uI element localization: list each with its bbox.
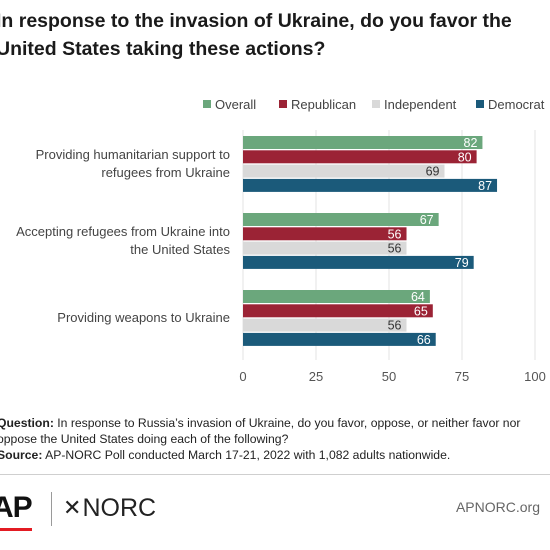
data-label: 79 xyxy=(455,256,469,270)
category-label: Providing humanitarian support to refugee… xyxy=(36,147,230,180)
data-label: 64 xyxy=(411,290,425,304)
norc-star-icon: ✕ xyxy=(63,495,82,520)
data-label: 80 xyxy=(458,150,472,164)
ap-logo-text: AP xyxy=(0,491,33,524)
logo-separator xyxy=(51,492,52,526)
question-text-1: In response to Russia’s invasion of Ukra… xyxy=(57,416,521,430)
legend-label: Independent xyxy=(384,97,457,112)
legend-swatch xyxy=(476,100,484,108)
bar-independent xyxy=(243,241,407,255)
chart-notes: Question: In response to Russia’s invasi… xyxy=(0,415,550,463)
bar-chart: Overall Republican Independent Democrat 828… xyxy=(16,97,546,384)
category-label-line: refugees from Ukraine xyxy=(101,165,230,180)
data-label: 65 xyxy=(414,304,428,318)
data-label: 56 xyxy=(388,319,402,333)
question-label: Question: xyxy=(0,416,54,430)
legend-label: Republican xyxy=(291,97,356,112)
x-tick-label: 25 xyxy=(309,369,323,384)
bar-republican xyxy=(243,150,477,164)
x-axis: 0 25 50 75 100 xyxy=(239,369,545,384)
legend-label: Overall xyxy=(215,97,256,112)
chart-title-line-2: United States taking these actions? xyxy=(0,38,326,60)
legend-swatch xyxy=(372,100,380,108)
bar-democrat xyxy=(243,332,436,346)
source-note: Source: AP-NORC Poll conducted March 17-… xyxy=(0,447,550,463)
category-label: Accepting refugees from Ukraine into the … xyxy=(16,224,230,257)
chart-title-line-1: In response to the invasion of Ukraine, … xyxy=(0,10,512,32)
data-label: 82 xyxy=(464,136,478,150)
norc-logo-text: NORC xyxy=(82,494,157,522)
question-note-line-1: Question: In response to Russia’s invasi… xyxy=(0,415,550,431)
question-note-line-2: oppose the United States doing each of t… xyxy=(0,432,289,446)
x-tick-label: 0 xyxy=(239,369,246,384)
data-label: 66 xyxy=(417,333,431,347)
x-tick-label: 50 xyxy=(382,369,396,384)
bar-overall xyxy=(243,136,483,149)
legend-swatch xyxy=(279,100,287,108)
legend-swatch xyxy=(203,100,211,108)
bar-republican xyxy=(243,304,433,318)
footer-divider xyxy=(0,474,550,475)
ap-logo-underline xyxy=(0,528,32,531)
x-tick-label: 75 xyxy=(455,369,469,384)
site-url: APNORC.org xyxy=(455,499,540,515)
data-label: 87 xyxy=(478,179,492,193)
data-label: 56 xyxy=(388,227,402,241)
bar-overall xyxy=(243,290,430,303)
bar-democrat xyxy=(243,255,474,269)
data-label: 69 xyxy=(426,165,440,179)
bar-democrat xyxy=(243,178,498,192)
category-label-line: Providing weapons to Ukraine xyxy=(57,310,230,325)
bar-overall xyxy=(243,213,439,226)
category-label-line: the United States xyxy=(130,242,230,257)
category-labels: Providing humanitarian support to refugee… xyxy=(16,147,230,325)
source-label: Source: xyxy=(0,448,43,462)
ap-logo: AP xyxy=(0,490,33,531)
bar-independent xyxy=(243,318,407,332)
bar-republican xyxy=(243,227,407,241)
bar-independent xyxy=(243,164,445,178)
category-label: Providing weapons to Ukraine xyxy=(57,310,230,325)
chart-legend: Overall Republican Independent Democrat xyxy=(203,97,545,112)
category-label-line: Providing humanitarian support to xyxy=(36,147,230,162)
x-tick-label: 100 xyxy=(524,369,546,384)
category-label-line: Accepting refugees from Ukraine into xyxy=(16,224,230,239)
data-label: 56 xyxy=(388,242,402,256)
source-text: AP-NORC Poll conducted March 17-21, 2022… xyxy=(45,448,451,462)
legend-label: Democrat xyxy=(488,97,545,112)
norc-logo: ✕NORC xyxy=(63,491,156,525)
data-label: 67 xyxy=(420,213,434,227)
chart-title: In response to the invasion of Ukraine, … xyxy=(0,7,550,63)
